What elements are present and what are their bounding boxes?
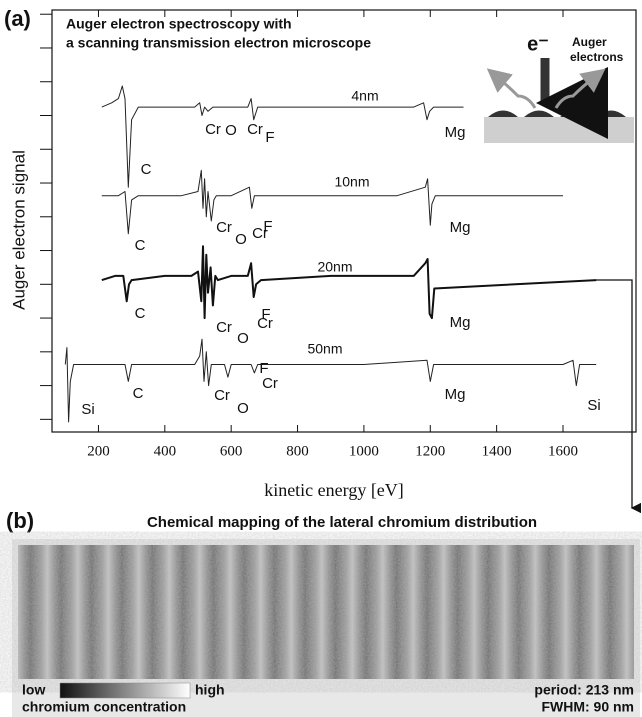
- colorbar-low: low: [22, 682, 45, 698]
- peak-label: O: [235, 231, 247, 248]
- peak-label: Mg: [450, 314, 471, 331]
- peak-label: F: [265, 129, 274, 146]
- peak-label: F: [263, 218, 272, 235]
- peak-label: O: [237, 400, 249, 417]
- peak-label: C: [135, 305, 146, 322]
- peak-label: C: [141, 161, 152, 178]
- peak-label: Si: [81, 401, 94, 418]
- spectrum-line: [64, 338, 597, 423]
- surface-features: [488, 110, 626, 117]
- x-tick-label: 1600: [548, 443, 578, 459]
- spectrum-line: [101, 85, 464, 188]
- x-axis-label: kinetic energy [eV]: [264, 480, 404, 500]
- peak-label: Mg: [445, 386, 466, 403]
- colorbar-caption: chromium concentration: [22, 699, 186, 715]
- peak-label: Si: [587, 397, 600, 414]
- x-tick-label: 400: [154, 443, 177, 459]
- x-tick-label: 1400: [482, 443, 512, 459]
- period: period: 213 nm: [534, 682, 634, 698]
- auger-label: electrons: [570, 50, 624, 64]
- panel-label: (a): [4, 6, 31, 31]
- electron-label: e⁻: [527, 33, 549, 55]
- plot-frame: [51, 9, 637, 433]
- x-tick-label: 200: [87, 443, 110, 459]
- series-label: 10nm: [334, 174, 369, 190]
- substrate: [484, 117, 634, 143]
- spectrum-line: [101, 245, 597, 320]
- peak-label: Cr: [262, 375, 278, 392]
- peak-label: Cr: [257, 315, 273, 332]
- title-line: a scanning transmission electron microsc…: [66, 35, 371, 51]
- peak-label: F: [259, 360, 268, 377]
- series-label: 4nm: [351, 88, 378, 104]
- peak-label: C: [133, 385, 144, 402]
- peak-label: Cr: [216, 319, 232, 336]
- y-axis-label: Auger electron signal: [9, 150, 28, 310]
- colorbar: [59, 682, 191, 699]
- series-label: 50nm: [307, 341, 342, 357]
- peak-label: Cr: [214, 387, 230, 404]
- x-tick-label: 1000: [349, 443, 379, 459]
- peak-label: O: [225, 122, 237, 139]
- x-tick-label: 600: [220, 443, 243, 459]
- x-tick-label: 1200: [415, 443, 445, 459]
- peak-label: Mg: [450, 219, 471, 236]
- spectrum-line: [101, 169, 563, 235]
- panel-label: (b): [6, 508, 34, 533]
- peak-label: Cr: [247, 121, 263, 138]
- fwhm: FWHM: 90 nm: [541, 699, 634, 715]
- peak-label: Cr: [216, 219, 232, 236]
- peak-label: Cr: [205, 121, 221, 138]
- auger-arrow: [554, 68, 606, 109]
- title-line: Auger electron spectroscopy with: [66, 16, 292, 32]
- peak-label: O: [237, 330, 249, 347]
- peak-label: C: [135, 237, 146, 254]
- auger-arrow: [486, 68, 537, 109]
- map-noise: [18, 545, 634, 679]
- panel-title: Chemical mapping of the lateral chromium…: [147, 514, 537, 531]
- inset: e⁻ Auger electrons: [484, 33, 634, 143]
- x-tick-label: 800: [286, 443, 309, 459]
- peak-label: F: [261, 306, 270, 323]
- peak-label: Mg: [445, 124, 466, 141]
- auger-label: Auger: [572, 35, 607, 49]
- series-label: 20nm: [317, 259, 352, 275]
- peak-label: Cr: [252, 225, 268, 242]
- connector-arrow: [596, 279, 642, 514]
- colorbar-high: high: [195, 682, 225, 698]
